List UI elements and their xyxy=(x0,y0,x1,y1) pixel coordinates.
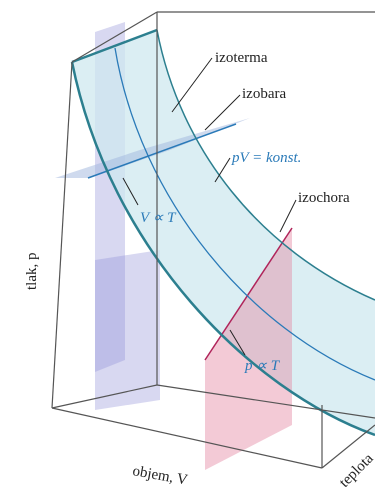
isobar-label: izobara xyxy=(242,86,286,102)
isochore-label: izochora xyxy=(298,190,350,206)
volume-axis-label: objem, V xyxy=(131,463,189,488)
pvt-diagram: izoterma izobara pV = konst. V ∝ T izoch… xyxy=(0,0,375,491)
temperature-axis-label: teplota xyxy=(337,450,375,490)
isochore-law-label: p ∝ T xyxy=(244,358,281,374)
pressure-axis-label: tlak, p xyxy=(24,253,40,291)
isotherm-label: izoterma xyxy=(215,50,268,66)
isobar-law-label: V ∝ T xyxy=(140,210,177,226)
law-label: pV = konst. xyxy=(231,150,301,166)
